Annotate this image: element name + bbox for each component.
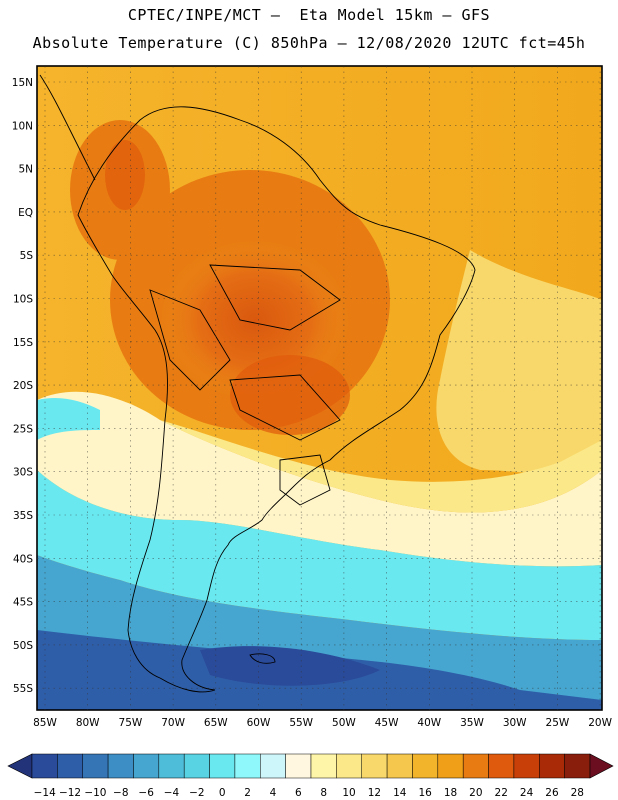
temperature-colorbar bbox=[7, 753, 614, 779]
colorbar-bin bbox=[336, 753, 362, 779]
colorbar-bin bbox=[462, 753, 489, 779]
longitude-label: 60W bbox=[247, 717, 271, 729]
colorbar-bin bbox=[285, 753, 312, 779]
longitude-label: 85W bbox=[33, 717, 57, 729]
colorbar-bin bbox=[158, 753, 185, 779]
central-america bbox=[39, 74, 96, 181]
longitude-label: 75W bbox=[119, 717, 143, 729]
colorbar-tick-label: 12 bbox=[368, 787, 381, 799]
latitude-label: 45S bbox=[13, 597, 33, 609]
colorbar-bin bbox=[234, 753, 261, 779]
colorbar-tick-labels: −14 −12 −10 −8 −6 −4 −2 0 2 4 6 8 10 12 14 16 18 20 22 24 26… bbox=[34, 787, 584, 799]
longitude-label: 30W bbox=[503, 717, 527, 729]
latitude-label: 10S bbox=[13, 294, 33, 306]
colorbar-bin bbox=[209, 753, 236, 779]
latitude-label: 35S bbox=[13, 510, 33, 522]
colorbar-tick-label: 16 bbox=[418, 787, 432, 799]
continent-outlines bbox=[39, 74, 476, 693]
temperature-field bbox=[37, 66, 602, 710]
map-frame bbox=[36, 65, 603, 711]
latitude-label: 30S bbox=[13, 467, 33, 479]
colorbar-tick-label: −8 bbox=[113, 787, 128, 799]
colorbar-tick-label: 0 bbox=[219, 787, 226, 799]
longitude-label: 40W bbox=[417, 717, 441, 729]
colorbar-bin bbox=[82, 753, 109, 779]
colorbar-over-arrow bbox=[589, 753, 614, 779]
longitude-label: 55W bbox=[289, 717, 313, 729]
longitude-label: 20W bbox=[588, 717, 612, 729]
south-america-coastline bbox=[77, 106, 476, 693]
latitude-label: 15N bbox=[12, 77, 33, 89]
colorbar-bin bbox=[107, 753, 134, 779]
latitude-label: 5N bbox=[18, 164, 33, 176]
latitude-label: 5S bbox=[20, 250, 34, 262]
latitude-label: EQ bbox=[18, 207, 33, 219]
colorbar-bin bbox=[57, 753, 83, 779]
colorbar-tick-label: −12 bbox=[59, 787, 81, 799]
longitude-label: 25W bbox=[546, 717, 570, 729]
colorbar-tick-label: 28 bbox=[571, 787, 584, 799]
colorbar-tick-label: 24 bbox=[520, 787, 534, 799]
colorbar-tick-label: 14 bbox=[393, 787, 407, 799]
colorbar-bin bbox=[361, 753, 388, 779]
colorbar-tick-label: −14 bbox=[34, 787, 56, 799]
colorbar-tick-label: 22 bbox=[495, 787, 508, 799]
map-title-line-1: CPTEC/INPE/MCT – Eta Model 15km – GFS bbox=[127, 6, 491, 24]
longitude-label: 70W bbox=[161, 717, 185, 729]
colorbar-tick-label: 18 bbox=[444, 787, 457, 799]
latitude-label: 50S bbox=[13, 640, 33, 652]
colorbar-bin bbox=[513, 753, 540, 779]
latitude-label: 25S bbox=[13, 423, 33, 435]
colorbar-tick-label: −2 bbox=[189, 787, 204, 799]
latitude-label: 15S bbox=[13, 337, 33, 349]
colorbar-tick-label: 20 bbox=[469, 787, 482, 799]
colorbar-bin bbox=[183, 753, 210, 779]
colorbar-bin bbox=[488, 753, 515, 779]
colorbar-bin bbox=[31, 753, 58, 779]
colorbar-bin bbox=[386, 753, 413, 779]
latitude-label: 55S bbox=[13, 683, 33, 695]
colorbar-bin bbox=[412, 753, 439, 779]
colorbar-bin bbox=[310, 753, 337, 779]
colorbar-bin bbox=[539, 753, 565, 779]
longitude-label: 35W bbox=[460, 717, 484, 729]
colorbar-tick-label: −4 bbox=[164, 787, 180, 799]
colorbar-bin bbox=[260, 753, 286, 779]
colorbar-bin bbox=[564, 753, 591, 779]
colorbar-tick-label: −10 bbox=[84, 787, 106, 799]
latitude-label: 10N bbox=[12, 120, 33, 132]
latitude-label: 20S bbox=[13, 380, 33, 392]
graticule bbox=[37, 66, 602, 710]
colorbar-bin bbox=[133, 753, 160, 779]
colorbar-tick-label: 2 bbox=[244, 787, 251, 799]
colorbar-under-arrow bbox=[7, 753, 33, 779]
longitude-labels: 85W 80W 75W 70W 65W 60W 55W 50W 45W 40W 35W 30W 25W 2… bbox=[33, 717, 612, 729]
latitude-label: 40S bbox=[13, 553, 33, 565]
colorbar-tick-label: 10 bbox=[342, 787, 355, 799]
colorbar-tick-label: 6 bbox=[295, 787, 302, 799]
longitude-label: 50W bbox=[332, 717, 356, 729]
longitude-label: 65W bbox=[204, 717, 228, 729]
colorbar-tick-label: −6 bbox=[138, 787, 154, 799]
colorbar-bin bbox=[437, 753, 464, 779]
colorbar-tick-label: 8 bbox=[320, 787, 327, 799]
latitude-labels: 15N 10N 5N EQ 5S 10S 15S 20S 25S 30S 35S 40S 45S 50S 5… bbox=[12, 77, 34, 695]
colorbar-tick-label: 4 bbox=[270, 787, 277, 799]
longitude-label: 80W bbox=[76, 717, 100, 729]
colorbar-tick-label: 26 bbox=[545, 787, 559, 799]
map-title-line-2: Absolute Temperature (C) 850hPa – 12/08/… bbox=[32, 34, 586, 52]
longitude-label: 45W bbox=[375, 717, 399, 729]
